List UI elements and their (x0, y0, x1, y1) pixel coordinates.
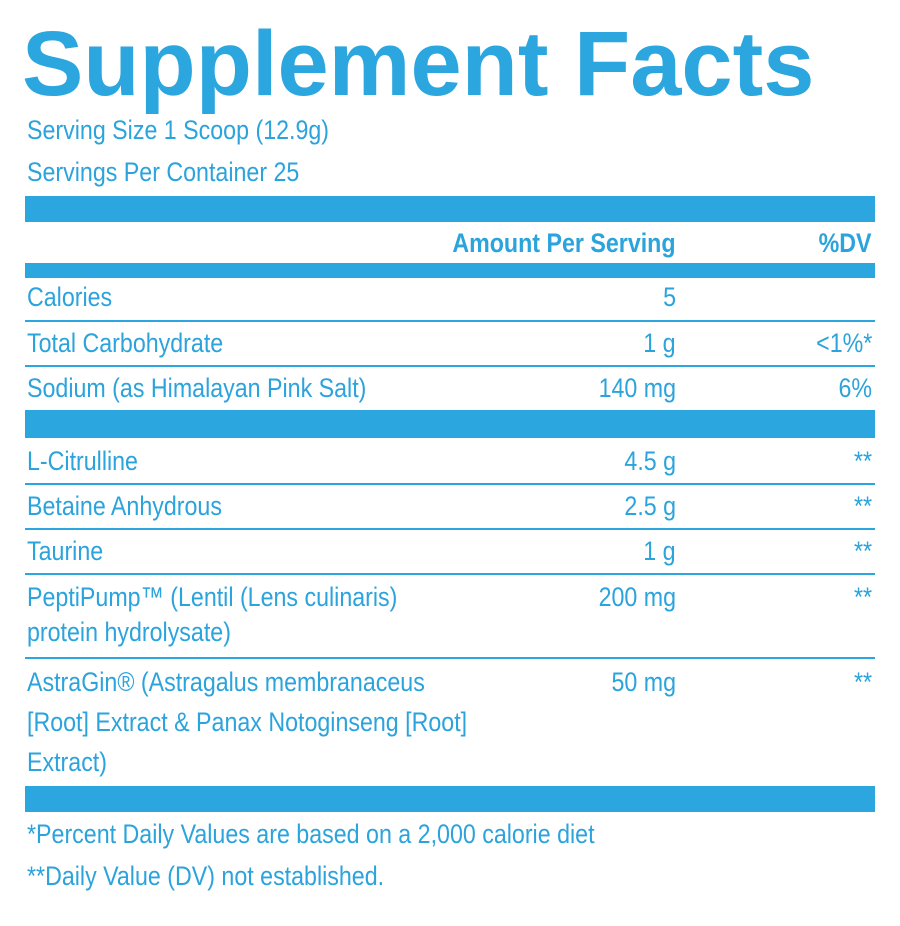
thick-bar (25, 410, 875, 438)
row-amount: 5 (663, 282, 676, 312)
divider (25, 657, 875, 659)
row-name: Sodium (as Himalayan Pink Salt) (27, 373, 367, 403)
row-dv: ** (853, 536, 872, 566)
row-dv: 6% (838, 373, 872, 403)
divider (25, 483, 875, 485)
row-name: Total Carbohydrate (27, 328, 224, 358)
row-amount: 1 g (643, 536, 676, 566)
row-name: AstraGin® (Astragalus membranaceus (27, 667, 425, 697)
column-header: Amount Per Serving (452, 228, 676, 258)
divider (25, 365, 875, 367)
row-amount: 2.5 g (624, 491, 676, 521)
row-dv: ** (853, 446, 872, 476)
row-amount: 1 g (643, 328, 676, 358)
row-dv: ** (853, 582, 872, 612)
thick-bar (25, 786, 875, 812)
row-name: Betaine Anhydrous (27, 491, 222, 521)
column-header: %DV (819, 228, 872, 258)
row-name: [Root] Extract & Panax Notoginseng [Root… (27, 707, 468, 737)
row-name: Taurine (27, 536, 104, 566)
thick-bar (25, 263, 875, 278)
row-dv: ** (853, 667, 872, 697)
title: Supplement Facts (22, 13, 815, 115)
row-name: Calories (27, 282, 113, 312)
divider (25, 573, 875, 575)
row-name: L-Citrulline (27, 446, 138, 476)
serving-size: Serving Size 1 Scoop (12.9g) (27, 115, 330, 145)
row-dv: ** (853, 491, 872, 521)
row-amount: 200 mg (598, 582, 676, 612)
servings-per-container: Servings Per Container 25 (27, 157, 300, 187)
divider (25, 320, 875, 322)
row-dv: <1%* (815, 328, 872, 358)
thick-bar (25, 196, 875, 222)
footnote: *Percent Daily Values are based on a 2,0… (27, 819, 595, 849)
row-amount: 140 mg (598, 373, 676, 403)
row-name: protein hydrolysate) (27, 617, 231, 647)
footnote: **Daily Value (DV) not established. (27, 861, 385, 891)
row-amount: 4.5 g (624, 446, 676, 476)
row-amount: 50 mg (611, 667, 676, 697)
divider (25, 528, 875, 530)
row-name: PeptiPump™ (Lentil (Lens culinaris) (27, 582, 398, 612)
row-name: Extract) (27, 747, 107, 777)
